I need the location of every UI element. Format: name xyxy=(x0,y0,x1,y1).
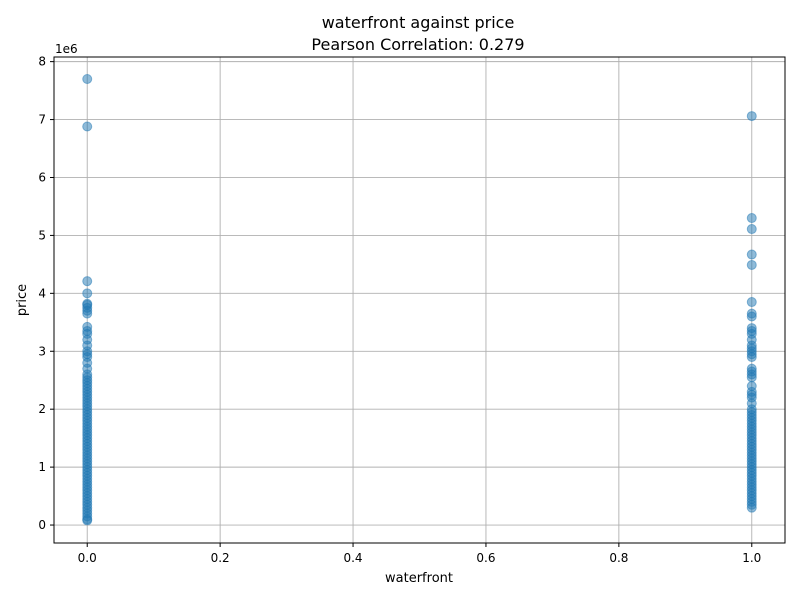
plot-frame xyxy=(53,56,786,544)
y-tick-label: 4 xyxy=(38,286,46,300)
y-tick-label: 1 xyxy=(38,460,46,474)
data-points xyxy=(82,74,757,526)
data-point xyxy=(82,276,93,287)
data-point xyxy=(746,502,757,513)
y-tick-label: 8 xyxy=(38,55,46,69)
data-point xyxy=(82,74,93,85)
x-tick-label: 0.8 xyxy=(609,551,628,565)
y-axis-label: price xyxy=(15,284,30,316)
y-tick-label: 2 xyxy=(38,402,46,416)
data-point xyxy=(746,372,757,383)
data-point xyxy=(746,352,757,363)
grid xyxy=(54,57,785,543)
y-axis-ticks: 0 1 2 3 4 5 6 7 8 xyxy=(38,55,54,532)
y-tick-label: 7 xyxy=(38,113,46,127)
chart-title-line2: Pearson Correlation: 0.279 xyxy=(311,35,524,54)
data-point xyxy=(82,308,93,319)
data-point xyxy=(746,297,757,308)
data-point xyxy=(746,224,757,235)
data-point xyxy=(746,111,757,122)
data-point xyxy=(746,213,757,224)
x-tick-label: 0.6 xyxy=(476,551,495,565)
x-tick-label: 0.2 xyxy=(211,551,230,565)
y-offset-label: 1e6 xyxy=(55,42,78,56)
x-axis-ticks: 0.0 0.2 0.4 0.6 0.8 1.0 xyxy=(78,543,761,565)
chart-title-line1: waterfront against price xyxy=(322,13,515,32)
y-tick-label: 0 xyxy=(38,518,46,532)
x-tick-label: 0.0 xyxy=(78,551,97,565)
y-tick-label: 3 xyxy=(38,344,46,358)
y-tick-label: 6 xyxy=(38,170,46,184)
data-point xyxy=(82,121,93,132)
x-tick-label: 0.4 xyxy=(343,551,362,565)
x-tick-label: 1.0 xyxy=(742,551,761,565)
data-point xyxy=(746,311,757,322)
data-point xyxy=(82,515,93,526)
y-tick-label: 5 xyxy=(38,228,46,242)
data-point xyxy=(746,259,757,270)
data-point xyxy=(746,249,757,260)
data-point xyxy=(82,288,93,299)
x-axis-label: waterfront xyxy=(385,571,453,586)
